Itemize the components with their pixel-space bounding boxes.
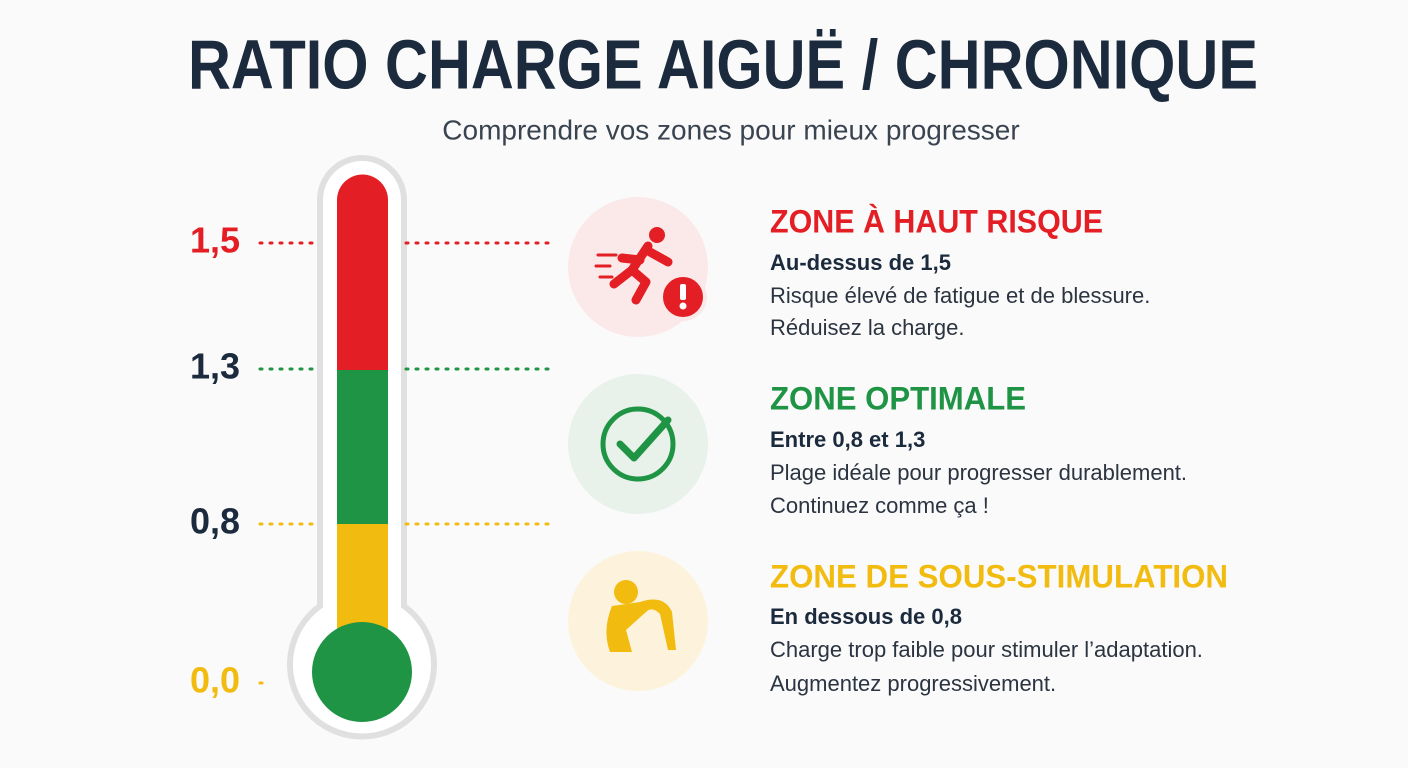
zone-text: Continuez comme ça ! (770, 493, 989, 518)
tick-label: 0,0 (190, 660, 240, 701)
zone-text: Charge trop faible pour stimuler l’adapt… (770, 637, 1203, 662)
zone-range: Entre 0,8 et 1,3 (770, 427, 925, 452)
tick-label: 0,8 (190, 501, 240, 542)
zone-title: ZONE À HAUT RISQUE (770, 203, 1103, 239)
zone-range: Au-dessus de 1,5 (770, 250, 951, 275)
red-segment (337, 174, 388, 370)
risk-icon (568, 197, 708, 337)
title: RATIO CHARGE AIGUË / CHRONIQUE (188, 25, 1258, 103)
zone-text: Risque élevé de fatigue et de blessure. (770, 283, 1150, 308)
optimal-icon (568, 374, 708, 514)
under-icon (568, 551, 708, 691)
yellow-segment (337, 524, 388, 634)
green-segment (337, 370, 388, 524)
tick-label: 1,3 (190, 346, 240, 387)
thermometer (287, 155, 437, 740)
bulb (312, 622, 412, 722)
subtitle: Comprendre vos zones pour mieux progress… (442, 114, 1019, 145)
zone-text: Plage idéale pour progresser durablement… (770, 460, 1187, 485)
zone-title: ZONE OPTIMALE (770, 380, 1026, 416)
zone-title: ZONE DE SOUS-STIMULATION (770, 558, 1228, 594)
zone-text: Réduisez la charge. (770, 315, 964, 340)
zone-text: Augmentez progressivement. (770, 671, 1056, 696)
zone-range: En dessous de 0,8 (770, 604, 962, 629)
tick-label: 1,5 (190, 220, 240, 261)
